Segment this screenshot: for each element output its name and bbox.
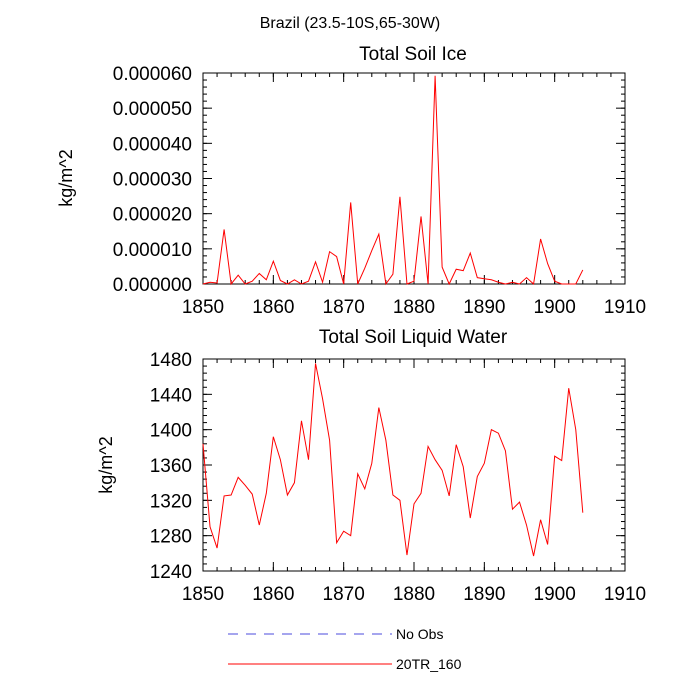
- y-tick-label-soil-liquid: 1400: [150, 421, 192, 442]
- plot-frame-soil-liquid: [202, 358, 626, 572]
- x-tick-label-soil-ice: 1880: [393, 297, 435, 318]
- x-tick-label-soil-liquid: 1860: [252, 584, 294, 605]
- y-tick-label-soil-liquid: 1320: [150, 491, 192, 512]
- y-tick-label-soil-ice: 0.000000: [113, 275, 192, 296]
- x-tick-label-soil-ice: 1900: [534, 297, 576, 318]
- x-tick-label-soil-liquid: 1900: [534, 584, 576, 605]
- panel-title-soil-liquid: Total Soil Liquid Water: [319, 327, 508, 348]
- series-line-soil-ice: [202, 75, 584, 286]
- soil-ice-panel: Total Soil Ice kg/m^2 1850 1860 1870 1880 18…: [56, 44, 646, 318]
- x-tick-label-soil-liquid: 1880: [393, 584, 435, 605]
- series-line-soil-liquid: [202, 363, 584, 557]
- y-tick-label-soil-liquid: 1240: [150, 562, 192, 583]
- legend: No Obs 20TR_160: [228, 626, 462, 672]
- y-tick-label-soil-ice: 0.000060: [113, 64, 192, 85]
- soil-liquid-panel: Total Soil Liquid Water kg/m^2 1850 1860 1…: [96, 327, 646, 605]
- y-tick-label-soil-liquid: 1280: [150, 527, 192, 548]
- y-tick-label-soil-liquid: 1360: [150, 456, 192, 477]
- y-tick-label-soil-ice: 0.000010: [113, 240, 192, 261]
- y-tick-label-soil-ice: 0.000050: [113, 99, 192, 120]
- y-tick-label-soil-liquid: 1440: [150, 385, 192, 406]
- y-tick-label-soil-ice: 0.000040: [113, 134, 192, 155]
- x-tick-label-soil-liquid: 1890: [463, 584, 505, 605]
- main-title: Brazil (23.5-10S,65-30W): [260, 15, 441, 32]
- legend-label-no-obs: No Obs: [396, 626, 443, 642]
- x-tick-label-soil-ice: 1890: [463, 297, 505, 318]
- x-tick-label-soil-ice: 1910: [604, 297, 646, 318]
- panel-title-soil-ice: Total Soil Ice: [359, 44, 467, 65]
- x-tick-label-soil-liquid: 1910: [604, 584, 646, 605]
- legend-label-20tr-160: 20TR_160: [396, 656, 462, 672]
- y-tick-label-soil-ice: 0.000020: [113, 205, 192, 226]
- y-axis-label-soil-liquid: kg/m^2: [96, 436, 116, 493]
- x-tick-label-soil-ice: 1870: [323, 297, 365, 318]
- y-tick-label-soil-ice: 0.000030: [113, 170, 192, 191]
- y-tick-label-soil-liquid: 1480: [150, 350, 192, 371]
- x-tick-label-soil-ice: 1850: [182, 297, 224, 318]
- x-tick-label-soil-liquid: 1870: [323, 584, 365, 605]
- x-tick-label-soil-ice: 1860: [252, 297, 294, 318]
- y-axis-label-soil-ice: kg/m^2: [56, 149, 76, 206]
- x-tick-label-soil-liquid: 1850: [182, 584, 224, 605]
- plot-frame-soil-ice: [202, 72, 626, 285]
